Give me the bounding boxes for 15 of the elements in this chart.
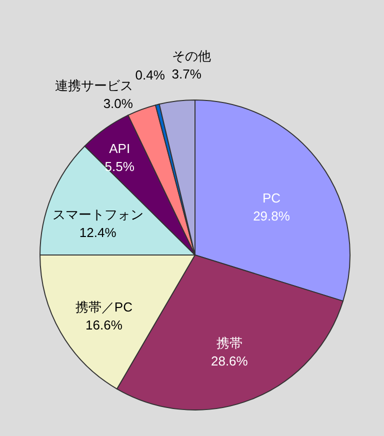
data-label: 5.5% [104,159,135,174]
slice-label: 携帯 [216,336,242,351]
slice-label: スマートフォン [52,207,144,222]
data-label: 29.8% [253,208,290,224]
data-label: 16.6% [86,317,123,332]
data-label: 28.6% [210,354,248,369]
data-label: 0.4% [135,68,166,83]
slice-label: PC [262,190,281,206]
data-label: 3.0% [103,96,134,112]
data-label: 3.7% [172,66,202,82]
slice-label: 連携サービス [54,78,133,94]
data-label: 12.4% [79,225,117,240]
slice-label: 携帯／PC [75,299,132,314]
slice-label: API [109,141,130,156]
slice-label: その他 [172,48,211,64]
